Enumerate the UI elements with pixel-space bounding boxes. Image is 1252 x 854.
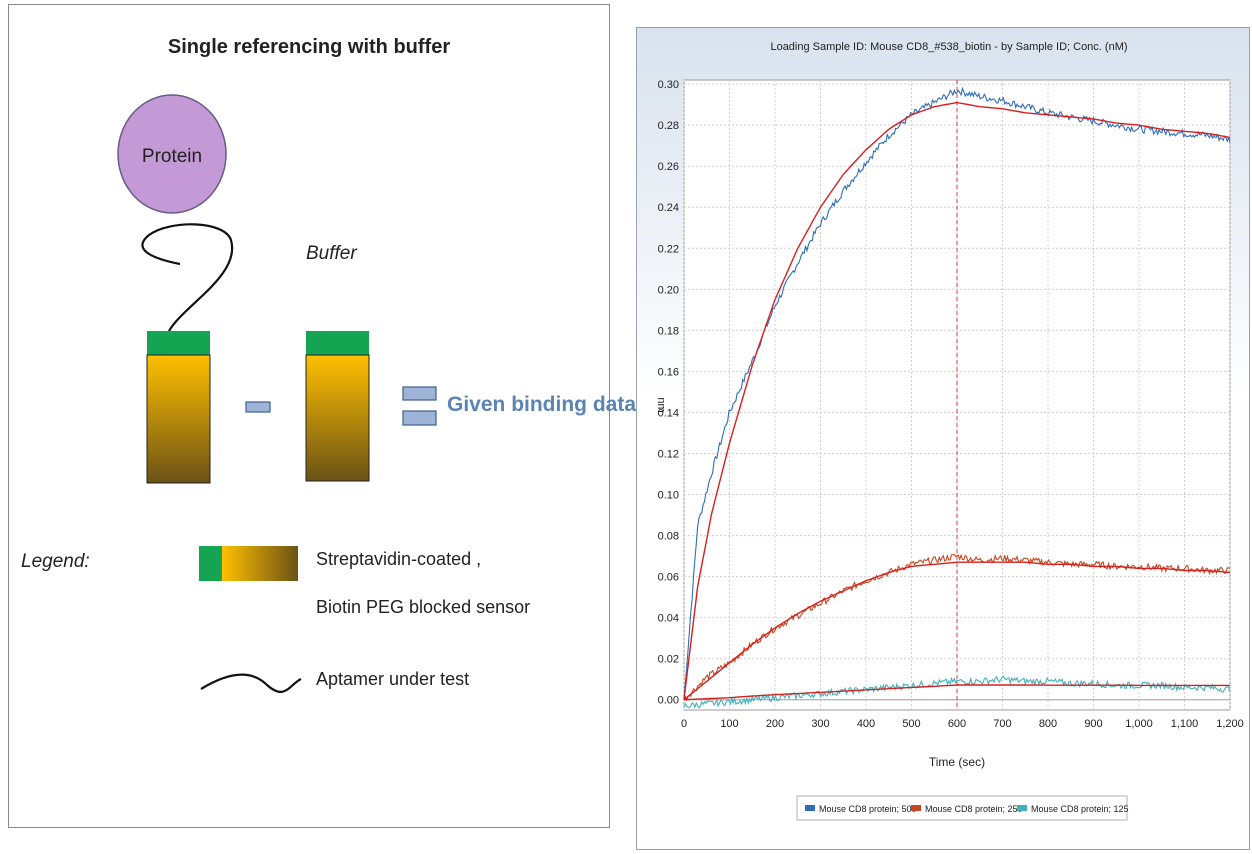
y-tick-label: 0.10 xyxy=(658,490,679,502)
x-tick-label: 100 xyxy=(720,718,738,730)
legend-sensor-line1: Streptavidin-coated , xyxy=(316,549,481,569)
x-axis-label: Time (sec) xyxy=(929,755,985,769)
fit-curve xyxy=(683,561,1231,701)
x-tick-label: 0 xyxy=(681,718,687,730)
legend-aptamer-squiggle xyxy=(200,673,302,693)
fit-curve xyxy=(683,101,1231,700)
referencing-diagram: Single referencing with buffer Protein B… xyxy=(21,36,636,693)
y-tick-label: 0.18 xyxy=(658,325,679,337)
x-tick-label: 700 xyxy=(993,718,1011,730)
x-tick-label: 1,000 xyxy=(1125,718,1153,730)
referencing-diagram-panel: Single referencing with buffer Protein B… xyxy=(8,4,636,828)
legend-sensor-line2: Biotin PEG blocked sensor xyxy=(316,597,530,617)
legend-sensor-cap xyxy=(199,546,222,581)
equals-sign-bottom xyxy=(402,410,437,426)
y-tick-label: 0.26 xyxy=(658,161,679,173)
sensor-body-right xyxy=(305,354,370,482)
buffer-label: Buffer xyxy=(306,243,357,264)
legend-sensor-body xyxy=(222,546,298,581)
y-tick-label: 0.02 xyxy=(658,654,679,666)
x-tick-label: 300 xyxy=(811,718,829,730)
binding-chart: Loading Sample ID: Mouse CD8_#538_biotin… xyxy=(655,41,1244,821)
y-tick-label: 0.04 xyxy=(658,613,679,625)
legend-entry: Mouse CD8 protein; 125 xyxy=(1031,804,1129,814)
legend-aptamer-label: Aptamer under test xyxy=(316,669,469,689)
sensor-cap-right xyxy=(306,331,369,355)
legend-box xyxy=(796,795,1128,821)
y-tick-label: 0.22 xyxy=(658,243,679,255)
chart-title: Loading Sample ID: Mouse CD8_#538_biotin… xyxy=(770,41,1127,53)
x-tick-label: 600 xyxy=(948,718,966,730)
binding-chart-panel: Loading Sample ID: Mouse CD8_#538_biotin… xyxy=(636,27,1250,850)
y-tick-label: 0.16 xyxy=(658,366,679,378)
fit-curve xyxy=(683,684,1230,701)
result-label: Given binding data xyxy=(447,393,636,416)
x-tick-label: 400 xyxy=(857,718,875,730)
legend-title: Legend: xyxy=(21,551,90,572)
legend-entry: Mouse CD8 protein; 500 xyxy=(819,804,917,814)
y-tick-label: 0.14 xyxy=(658,407,679,419)
y-tick-label: 0.28 xyxy=(658,120,679,132)
data-series-line xyxy=(683,553,1231,702)
equals-sign-top xyxy=(402,386,437,401)
chart-legend: Mouse CD8 protein; 500 Mouse CD8 protein;… xyxy=(796,795,1129,821)
sensor-cap-left xyxy=(147,331,210,355)
y-tick-label: 0.06 xyxy=(658,572,679,584)
y-tick-label: 0.12 xyxy=(658,448,679,460)
protein-label: Protein xyxy=(142,146,202,167)
y-tick-label: 0.00 xyxy=(658,695,679,707)
data-series-line xyxy=(683,675,1231,709)
x-tick-label: 900 xyxy=(1084,718,1102,730)
x-tick-label: 800 xyxy=(1039,718,1057,730)
sensor-body-left xyxy=(146,354,211,484)
data-series-line xyxy=(683,86,1231,700)
chart-series xyxy=(683,86,1231,709)
aptamer-strand xyxy=(141,223,234,332)
legend-swatch xyxy=(805,805,815,811)
y-axis-label: nm xyxy=(655,397,667,412)
minus-sign xyxy=(245,401,271,413)
x-tick-label: 200 xyxy=(766,718,784,730)
x-tick-label: 500 xyxy=(902,718,920,730)
x-tick-label: 1,100 xyxy=(1171,718,1199,730)
legend-entry: Mouse CD8 protein; 250 xyxy=(925,804,1023,814)
y-tick-label: 0.30 xyxy=(658,79,679,91)
y-tick-label: 0.20 xyxy=(658,284,679,296)
chart-axes: 0 100 200 300 400 500 600 700 800 900 1,000 1,100 1,… xyxy=(658,79,1244,730)
legend-swatch xyxy=(911,805,921,811)
diagram-title: Single referencing with buffer xyxy=(168,36,450,58)
y-tick-label: 0.08 xyxy=(658,531,679,543)
chart-grid xyxy=(683,79,1231,711)
y-tick-label: 0.24 xyxy=(658,202,679,214)
x-tick-label: 1,200 xyxy=(1216,718,1244,730)
protein-circle xyxy=(117,94,227,214)
legend-swatch xyxy=(1017,805,1027,811)
